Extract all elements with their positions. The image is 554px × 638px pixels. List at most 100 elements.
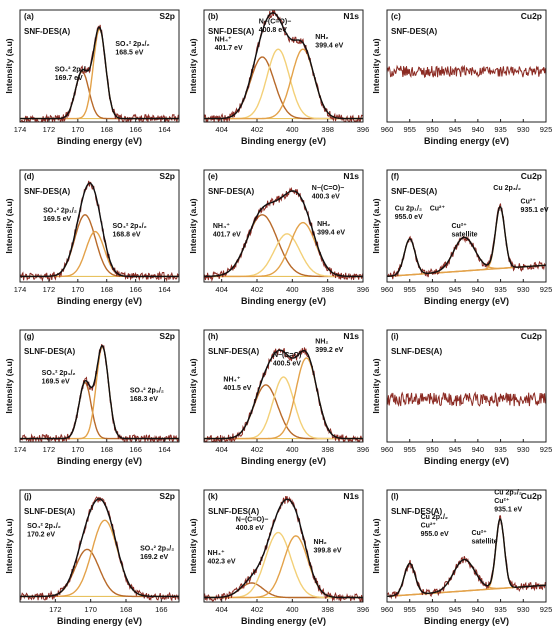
y-axis-label: Intensity (a.u)	[188, 198, 198, 253]
plot-frame	[203, 169, 364, 283]
peak-annotation: SO₄² 2p₁/₂ 169.7 eV	[55, 67, 89, 83]
x-tick-label: 172	[43, 445, 56, 454]
fit-envelope	[204, 190, 363, 278]
sample-label: SLNF-DES(A)	[208, 347, 259, 356]
x-tick-label: 930	[517, 445, 530, 454]
panel-d: 174 172 170 168 166 164 Binding energy (eV) Int…	[4, 169, 180, 306]
x-tick-label: 168	[100, 125, 113, 134]
panel-label: (j)	[24, 492, 32, 501]
x-tick-label: 935	[494, 125, 507, 134]
x-tick-label: 402	[251, 125, 264, 134]
peak-annotation: SO₄² 2p₃/₂ 168.8 eV	[113, 223, 147, 239]
panel-h: 404 402 400 398 396 Binding energy (eV) Intens…	[188, 329, 370, 466]
peak-annotation: SO₄² 2p₁/₂ 170.2 eV	[27, 523, 61, 539]
peak-annotation: NH₂ 399.4 eV	[315, 34, 343, 50]
plot-frame	[19, 169, 180, 283]
x-tick-label: 400	[286, 605, 299, 614]
plot-frame	[386, 489, 547, 603]
sample-label: SNF-DES(A)	[391, 187, 438, 196]
region-label: Cu2p	[521, 491, 542, 501]
plot-area	[204, 495, 363, 602]
x-tick-label: 935	[494, 285, 507, 294]
panel-label: (k)	[208, 492, 218, 501]
x-axis-label: Binding energy (eV)	[424, 296, 509, 306]
x-tick-label: 940	[472, 445, 485, 454]
plot-frame	[386, 9, 547, 123]
plot-frame	[19, 329, 180, 443]
x-axis-label: Binding energy (eV)	[241, 296, 326, 306]
peak-annotation: N−(C=O)− 400.8 eV	[236, 516, 268, 532]
x-tick-label: 925	[540, 445, 553, 454]
fit-component-1	[20, 214, 179, 278]
sample-label: SNF-DES(A)	[24, 27, 71, 36]
plot-frame	[19, 489, 180, 603]
plot-area	[204, 186, 363, 282]
fit-component-1	[20, 70, 179, 120]
fit-component-2	[204, 48, 363, 120]
peak-annotation: Cu²⁺	[430, 204, 446, 212]
peak-annotation: SO₄² 2p₃/₂ 168.3 eV	[130, 388, 164, 404]
region-label: N1s	[343, 491, 359, 501]
fit-envelope	[20, 26, 179, 120]
x-tick-label: 935	[494, 605, 507, 614]
panel-c: 960 955 950 945 940 935 930 925 Binding energy (…	[371, 9, 552, 146]
plot-area	[387, 391, 546, 408]
x-tick-label: 960	[381, 445, 394, 454]
plot-frame	[386, 169, 547, 283]
panel-label: (c)	[391, 12, 401, 21]
x-tick-label: 955	[403, 285, 416, 294]
peak-annotation: NH₄⁺ 401.7 eV	[213, 222, 241, 239]
peak-annotation: NH₄⁺ 401.5 eV	[223, 376, 251, 393]
x-tick-label: 955	[403, 605, 416, 614]
peak-annotation: Cu²⁺ 935.1 eV	[521, 198, 549, 215]
fit-envelope	[20, 182, 179, 278]
sample-label: SNF-DES(A)	[391, 27, 438, 36]
x-tick-label: 396	[357, 285, 370, 294]
y-axis-label: Intensity (a.u)	[4, 358, 14, 413]
sample-label: SLNF-DES(A)	[24, 507, 75, 516]
x-tick-label: 950	[426, 285, 439, 294]
panel-label: (d)	[24, 172, 35, 181]
x-tick-label: 168	[100, 445, 113, 454]
x-tick-label: 174	[14, 125, 27, 134]
panel-l: 960 955 950 945 940 935 930 925 Binding energy (…	[371, 489, 552, 626]
panel-label: (a)	[24, 12, 34, 21]
peak-annotation: N−(C=O) 400.5 eV	[273, 352, 301, 368]
region-label: S2p	[159, 331, 175, 341]
x-tick-label: 955	[403, 445, 416, 454]
x-axis-label: Binding energy (eV)	[57, 616, 142, 626]
raw-spectrum	[387, 515, 546, 600]
panel-g: 174 172 170 168 166 164 Binding energy (eV) Int…	[4, 329, 180, 466]
x-tick-label: 174	[14, 285, 27, 294]
x-tick-label: 945	[449, 125, 462, 134]
plot-area	[387, 203, 546, 280]
x-tick-label: 950	[426, 125, 439, 134]
fit-envelope	[20, 498, 179, 598]
fit-component-2	[20, 28, 179, 120]
x-tick-label: 164	[158, 285, 171, 294]
x-tick-label: 940	[472, 125, 485, 134]
plot-area	[20, 496, 179, 602]
x-tick-label: 172	[43, 125, 56, 134]
x-tick-label: 925	[540, 605, 553, 614]
y-axis-label: Intensity (a.u)	[371, 198, 381, 253]
panel-a: 174 172 170 168 166 164 Binding energy (eV) Int…	[4, 9, 180, 146]
panel-f: 960 955 950 945 940 935 930 925 Binding energy (…	[371, 169, 552, 306]
x-tick-label: 935	[494, 445, 507, 454]
x-tick-label: 164	[158, 125, 171, 134]
x-tick-label: 166	[129, 125, 142, 134]
plot-area	[20, 344, 179, 442]
raw-spectrum	[20, 496, 179, 602]
x-tick-label: 398	[321, 605, 334, 614]
sample-label: SNF-DES(A)	[24, 187, 71, 196]
y-axis-label: Intensity (a.u)	[4, 518, 14, 573]
peak-annotation: SO₄² 2p₁/₂ 169.5 eV	[42, 370, 76, 386]
x-tick-label: 398	[321, 125, 334, 134]
x-tick-label: 170	[72, 285, 85, 294]
x-tick-label: 945	[449, 445, 462, 454]
x-tick-label: 396	[357, 445, 370, 454]
region-label: S2p	[159, 11, 175, 21]
peak-annotation: NH₂ 399.4 eV	[317, 221, 345, 237]
plot-area	[387, 515, 546, 600]
raw-spectrum	[387, 64, 546, 79]
